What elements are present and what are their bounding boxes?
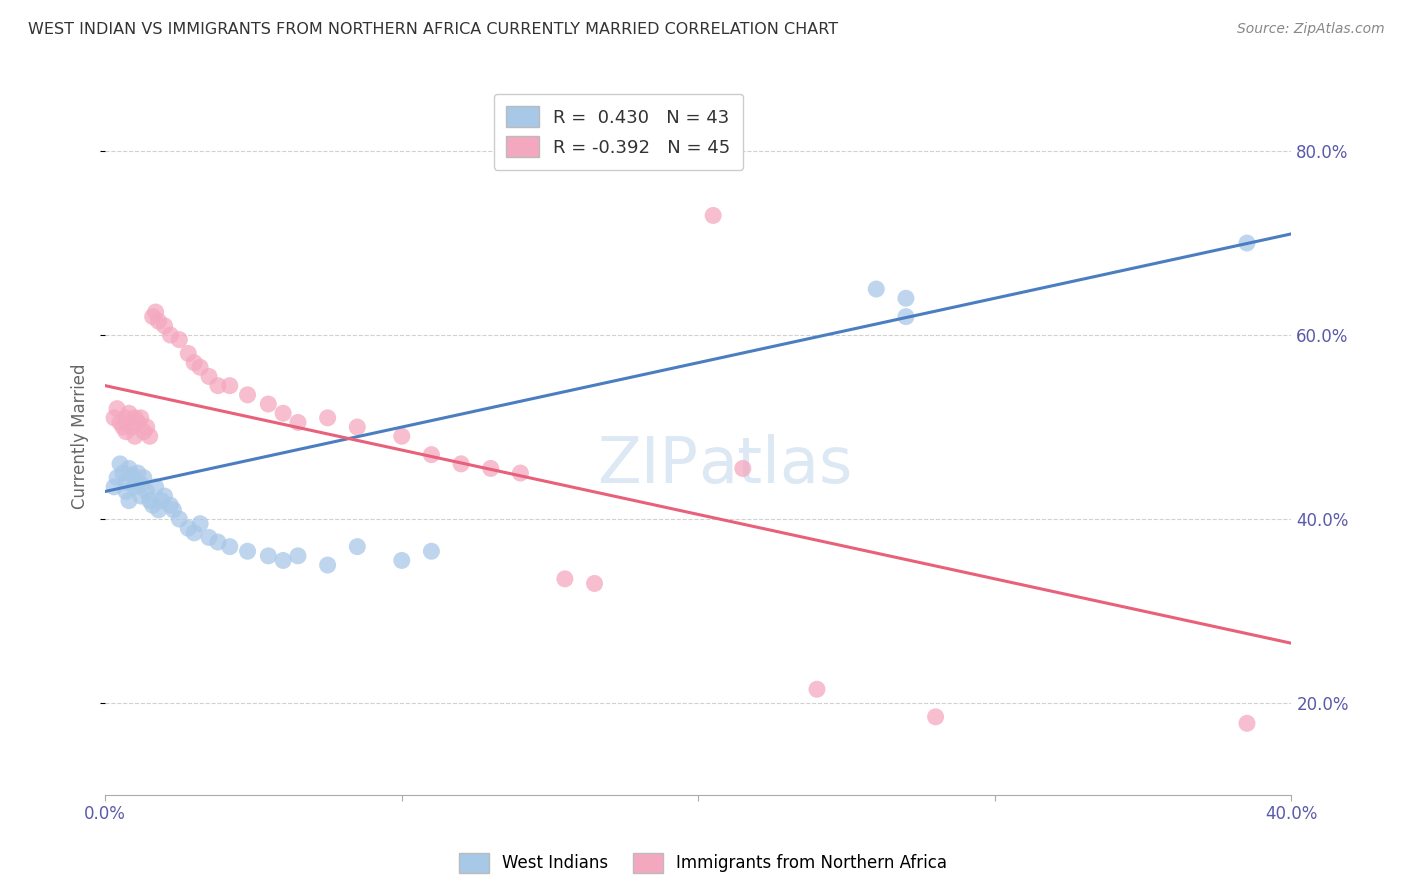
Point bbox=[554, 572, 576, 586]
Point bbox=[198, 531, 221, 545]
Legend: R =  0.430   N = 43, R = -0.392   N = 45: R = 0.430 N = 43, R = -0.392 N = 45 bbox=[494, 94, 744, 169]
Point bbox=[806, 682, 828, 697]
Point bbox=[135, 420, 157, 434]
Point bbox=[207, 378, 229, 392]
Point bbox=[127, 416, 149, 430]
Point bbox=[142, 310, 165, 324]
Text: WEST INDIAN VS IMMIGRANTS FROM NORTHERN AFRICA CURRENTLY MARRIED CORRELATION CHA: WEST INDIAN VS IMMIGRANTS FROM NORTHERN … bbox=[28, 22, 838, 37]
Point bbox=[731, 461, 754, 475]
Point bbox=[132, 425, 155, 439]
Point bbox=[118, 406, 141, 420]
Point bbox=[420, 544, 443, 558]
Point bbox=[1236, 716, 1258, 731]
Point bbox=[111, 466, 134, 480]
Point bbox=[257, 549, 280, 563]
Point bbox=[103, 410, 125, 425]
Point bbox=[142, 498, 165, 512]
Point bbox=[129, 477, 152, 491]
Point bbox=[121, 420, 143, 434]
Point bbox=[865, 282, 887, 296]
Point bbox=[129, 410, 152, 425]
Point bbox=[287, 416, 309, 430]
Point bbox=[135, 484, 157, 499]
Point bbox=[103, 480, 125, 494]
Point bbox=[124, 474, 146, 488]
Point bbox=[138, 493, 160, 508]
Point bbox=[145, 305, 167, 319]
Point bbox=[111, 420, 134, 434]
Point bbox=[153, 489, 176, 503]
Point bbox=[583, 576, 606, 591]
Point bbox=[124, 410, 146, 425]
Point bbox=[183, 356, 205, 370]
Point bbox=[450, 457, 472, 471]
Point bbox=[702, 209, 724, 223]
Point bbox=[105, 401, 128, 416]
Point bbox=[177, 521, 200, 535]
Point bbox=[148, 503, 170, 517]
Point bbox=[115, 484, 138, 499]
Point bbox=[108, 416, 131, 430]
Point bbox=[145, 480, 167, 494]
Point bbox=[148, 314, 170, 328]
Point bbox=[271, 406, 294, 420]
Point bbox=[169, 512, 191, 526]
Point bbox=[509, 466, 531, 480]
Point bbox=[236, 544, 259, 558]
Point bbox=[894, 310, 917, 324]
Point bbox=[188, 516, 211, 531]
Point bbox=[271, 553, 294, 567]
Point bbox=[169, 333, 191, 347]
Point bbox=[177, 346, 200, 360]
Point bbox=[316, 410, 339, 425]
Point bbox=[218, 378, 240, 392]
Point bbox=[1236, 235, 1258, 250]
Point bbox=[132, 470, 155, 484]
Point bbox=[316, 558, 339, 572]
Point bbox=[391, 553, 413, 567]
Point bbox=[138, 429, 160, 443]
Point bbox=[118, 461, 141, 475]
Point bbox=[218, 540, 240, 554]
Point bbox=[129, 489, 152, 503]
Point bbox=[188, 360, 211, 375]
Point bbox=[479, 461, 502, 475]
Point bbox=[391, 429, 413, 443]
Point bbox=[108, 457, 131, 471]
Point bbox=[150, 493, 173, 508]
Point bbox=[115, 410, 138, 425]
Text: Source: ZipAtlas.com: Source: ZipAtlas.com bbox=[1237, 22, 1385, 37]
Point bbox=[257, 397, 280, 411]
Point bbox=[118, 493, 141, 508]
Point bbox=[346, 420, 368, 434]
Text: atlas: atlas bbox=[699, 434, 852, 496]
Point bbox=[124, 480, 146, 494]
Point bbox=[105, 470, 128, 484]
Point bbox=[115, 475, 138, 490]
Point bbox=[420, 448, 443, 462]
Legend: West Indians, Immigrants from Northern Africa: West Indians, Immigrants from Northern A… bbox=[451, 847, 955, 880]
Point bbox=[127, 466, 149, 480]
Point bbox=[924, 710, 946, 724]
Point bbox=[236, 388, 259, 402]
Point bbox=[124, 429, 146, 443]
Point bbox=[159, 328, 181, 343]
Point bbox=[287, 549, 309, 563]
Point bbox=[159, 498, 181, 512]
Point bbox=[121, 467, 143, 482]
Point bbox=[115, 425, 138, 439]
Y-axis label: Currently Married: Currently Married bbox=[72, 364, 89, 509]
Point bbox=[153, 318, 176, 333]
Point bbox=[198, 369, 221, 384]
Point bbox=[346, 540, 368, 554]
Point bbox=[207, 535, 229, 549]
Text: ZIP: ZIP bbox=[598, 434, 699, 496]
Point bbox=[183, 525, 205, 540]
Point bbox=[894, 291, 917, 305]
Point bbox=[162, 503, 184, 517]
